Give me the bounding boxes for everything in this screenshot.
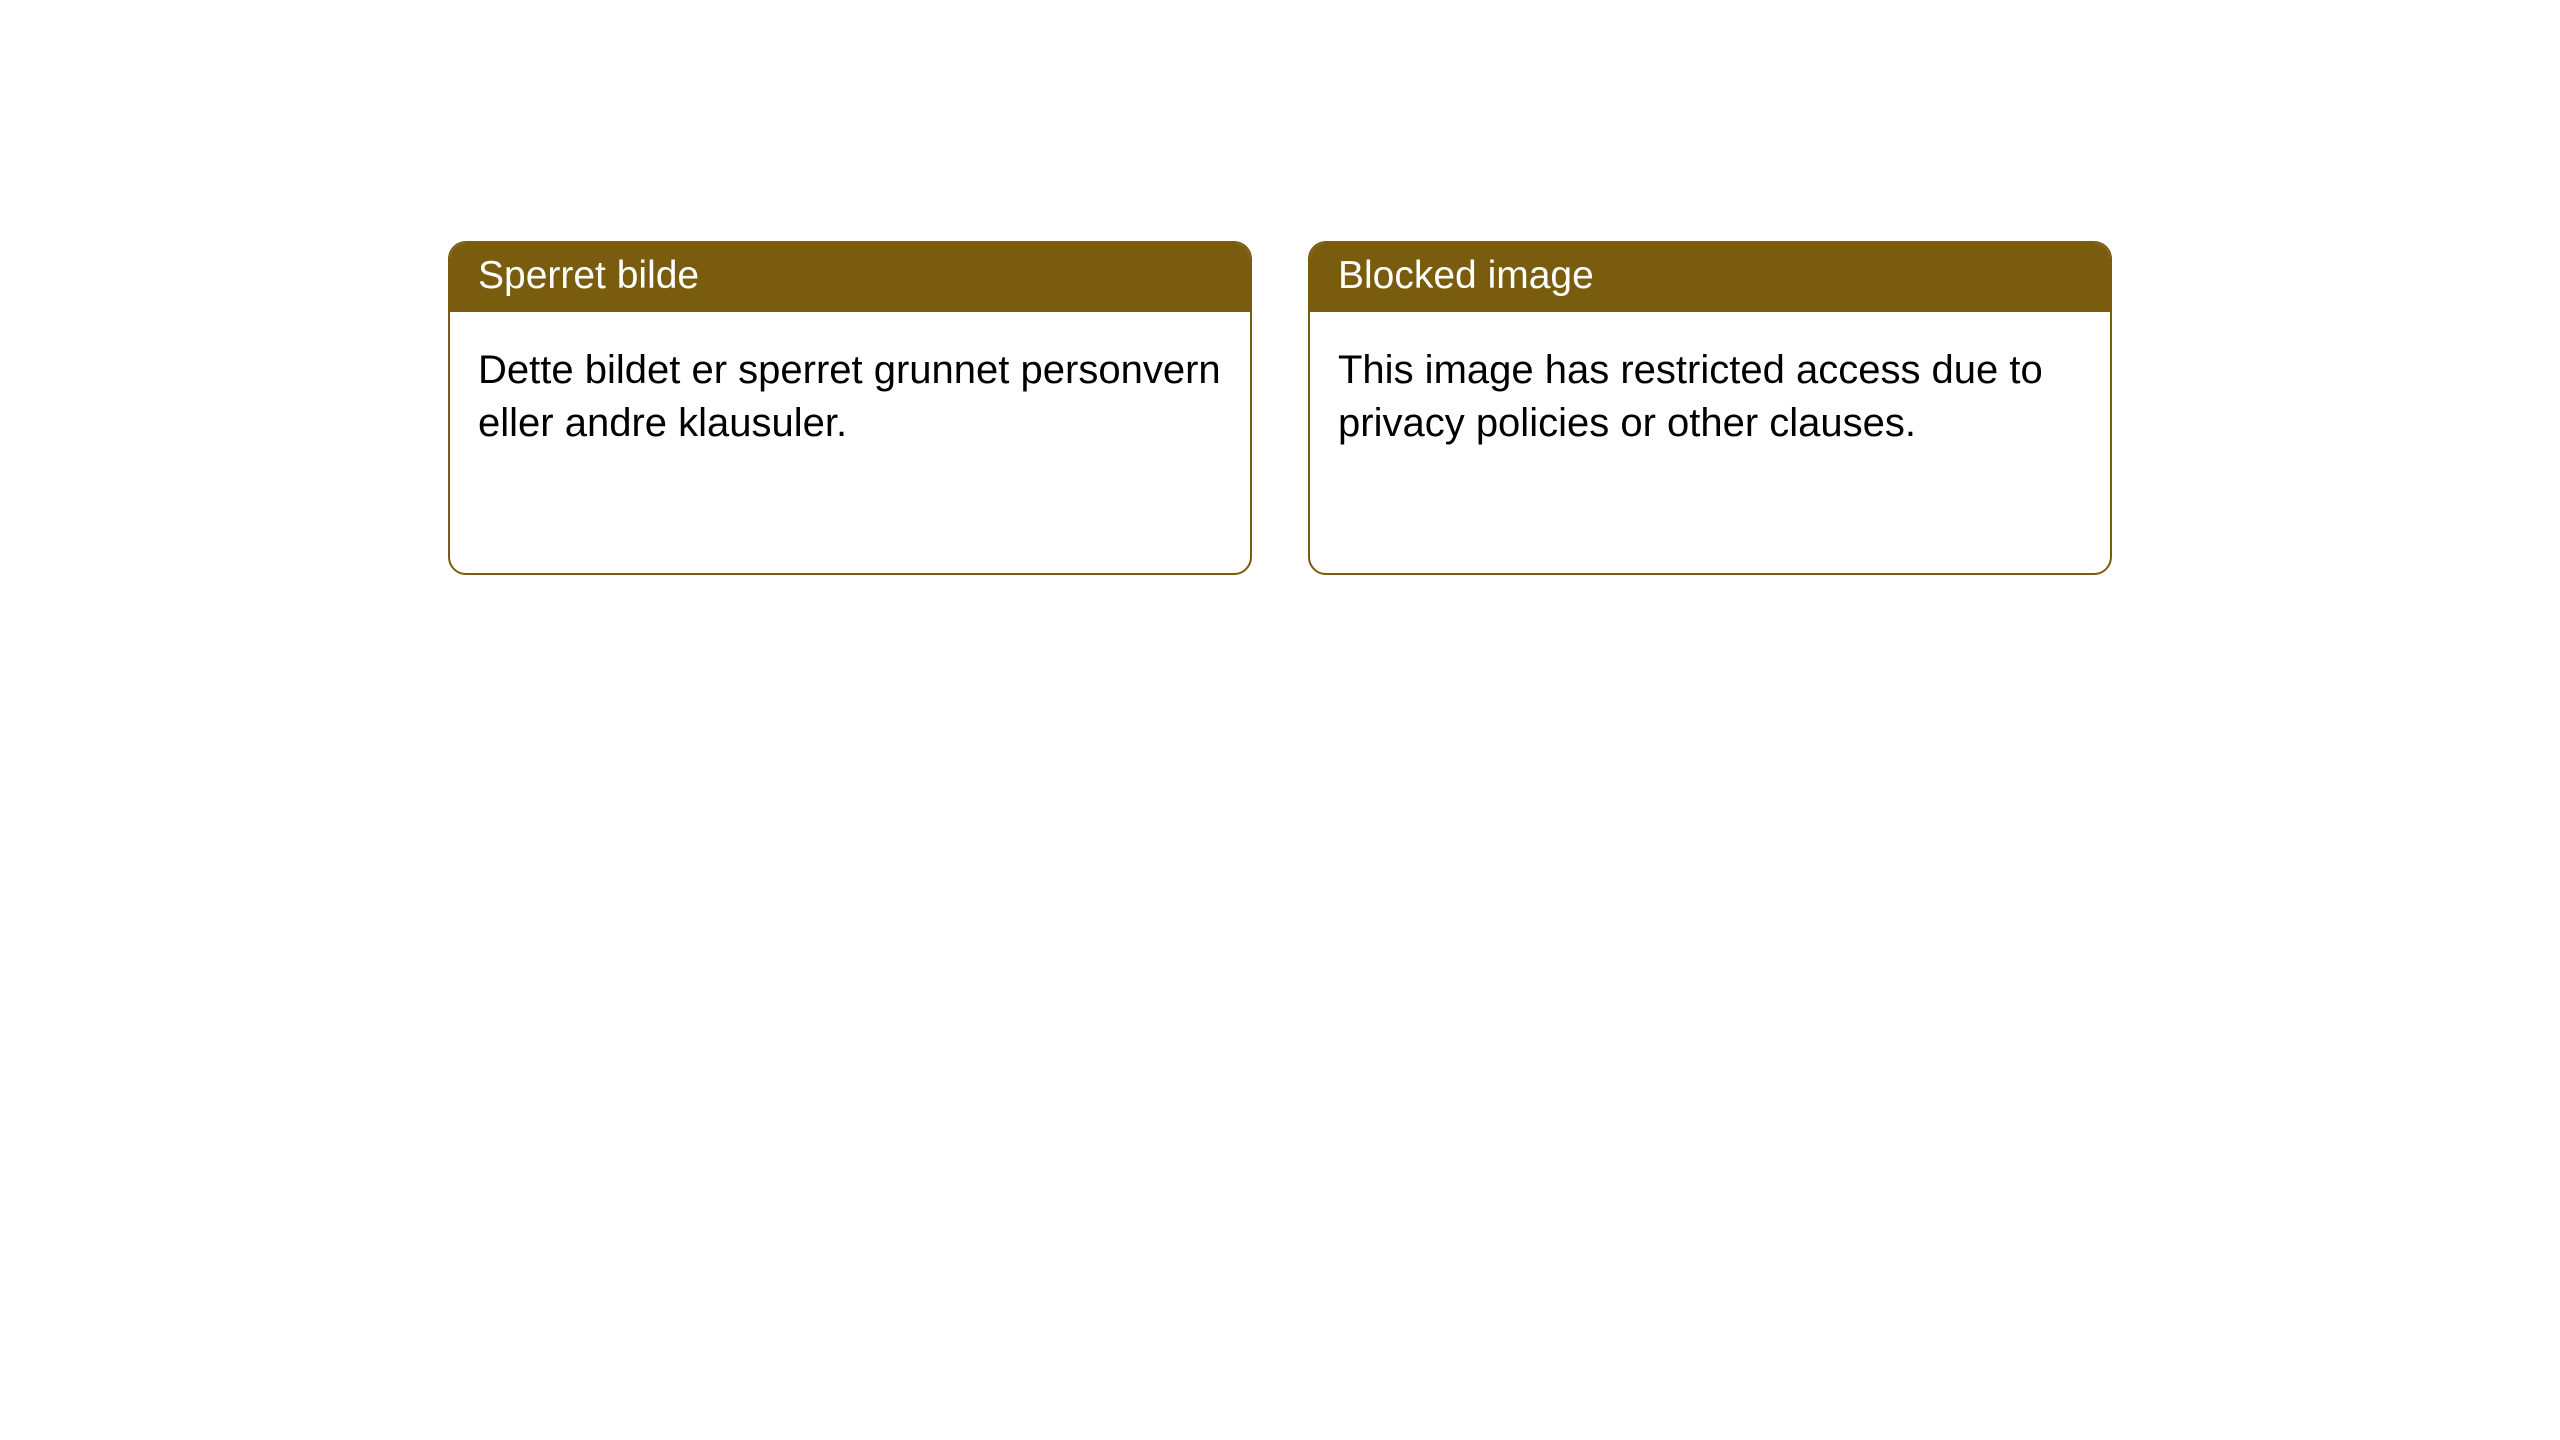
notice-card-title: Sperret bilde	[450, 243, 1250, 312]
notice-card-title: Blocked image	[1310, 243, 2110, 312]
notice-card-body: This image has restricted access due to …	[1310, 312, 2110, 482]
notice-cards-container: Sperret bilde Dette bildet er sperret gr…	[448, 241, 2112, 575]
notice-card-norwegian: Sperret bilde Dette bildet er sperret gr…	[448, 241, 1252, 575]
notice-card-english: Blocked image This image has restricted …	[1308, 241, 2112, 575]
notice-card-body: Dette bildet er sperret grunnet personve…	[450, 312, 1250, 482]
